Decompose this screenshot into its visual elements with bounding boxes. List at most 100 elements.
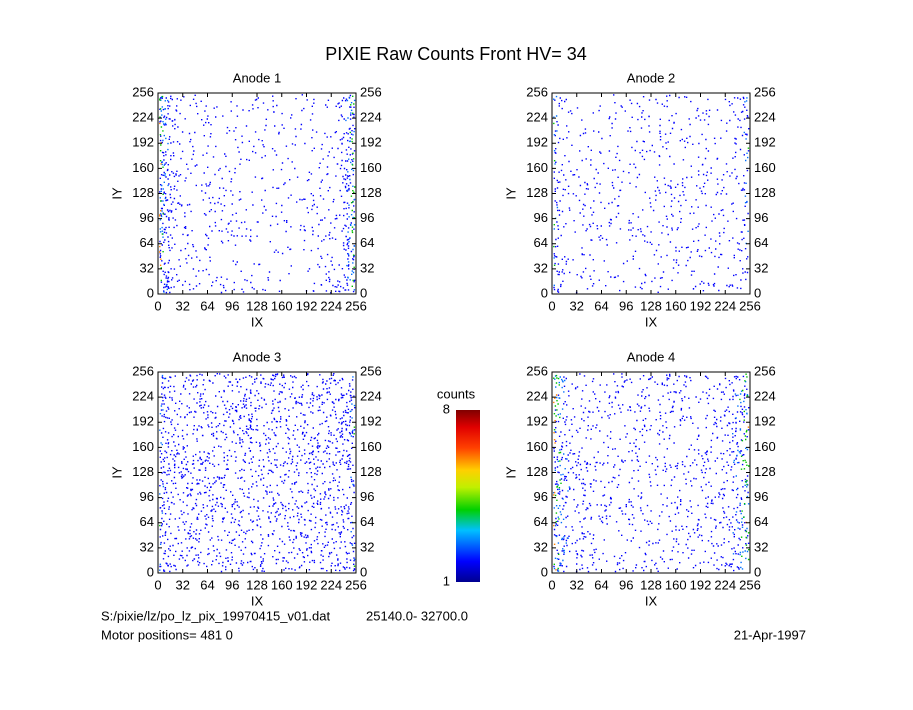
x-tick-label: 0 [154, 298, 161, 313]
x-tick-label: 64 [200, 577, 214, 592]
colorbar-tick-label: 8 [443, 401, 450, 416]
y2-tick-label: 32 [754, 539, 768, 554]
x-tick-label: 0 [154, 577, 161, 592]
y-axis-label: IY [503, 466, 518, 479]
y-tick-label: 224 [132, 389, 154, 404]
y2-tick-label: 192 [360, 414, 382, 429]
x-tick-label: 224 [714, 298, 736, 313]
pixel-texture [159, 122, 162, 266]
pixel-texture [553, 373, 750, 570]
footer-file: S:/pixie/lz/po_lz_pix_19970415_v01.dat [101, 608, 331, 623]
x-tick-label: 96 [225, 577, 239, 592]
y2-tick-label: 160 [754, 160, 776, 175]
x-tick-label: 192 [296, 577, 318, 592]
x-tick-label: 32 [570, 577, 584, 592]
y2-tick-label: 128 [360, 464, 382, 479]
y-tick-label: 160 [526, 439, 548, 454]
panel-title: Anode 3 [233, 349, 281, 364]
x-tick-label: 160 [271, 577, 293, 592]
y-tick-label: 96 [140, 210, 154, 225]
pixel-texture [159, 374, 356, 571]
y2-tick-label: 32 [360, 260, 374, 275]
y-tick-label: 32 [140, 260, 154, 275]
x-tick-label: 64 [594, 298, 608, 313]
y2-tick-label: 128 [360, 185, 382, 200]
plot-frame [157, 371, 357, 574]
y2-tick-label: 96 [360, 489, 374, 504]
plot-frame [551, 371, 751, 574]
x-tick-label: 256 [345, 577, 367, 592]
y2-tick-label: 256 [360, 363, 382, 378]
y2-tick-label: 128 [754, 464, 776, 479]
y2-tick-label: 224 [754, 389, 776, 404]
y-tick-label: 0 [147, 564, 154, 579]
colorbar-label: counts [437, 386, 476, 401]
y-axis-label: IY [109, 187, 124, 200]
x-tick-label: 224 [714, 577, 736, 592]
x-tick-label: 256 [345, 298, 367, 313]
y2-tick-label: 128 [754, 185, 776, 200]
x-tick-label: 96 [619, 577, 633, 592]
y2-tick-label: 0 [360, 285, 367, 300]
y2-tick-label: 64 [360, 235, 374, 250]
plot-frame [551, 92, 751, 295]
y-tick-label: 256 [132, 84, 154, 99]
y-tick-label: 256 [526, 363, 548, 378]
y2-tick-label: 64 [360, 514, 374, 529]
y-tick-label: 0 [541, 285, 548, 300]
y2-tick-label: 0 [754, 564, 761, 579]
x-tick-label: 224 [320, 577, 342, 592]
y2-tick-label: 224 [754, 110, 776, 125]
y2-tick-label: 256 [754, 363, 776, 378]
y-tick-label: 96 [140, 489, 154, 504]
y2-tick-label: 160 [360, 160, 382, 175]
y2-tick-label: 160 [754, 439, 776, 454]
footer-motor: Motor positions= 481 0 [101, 627, 233, 642]
y-tick-label: 224 [132, 110, 154, 125]
y2-tick-label: 64 [754, 514, 768, 529]
y2-tick-label: 224 [360, 389, 382, 404]
y-tick-label: 256 [132, 363, 154, 378]
y2-tick-label: 96 [754, 210, 768, 225]
y-tick-label: 256 [526, 84, 548, 99]
x-axis-label: IX [251, 593, 264, 608]
colorbar-tick-label: 1 [443, 573, 450, 588]
x-tick-label: 0 [548, 298, 555, 313]
pixel-texture [159, 94, 356, 294]
y2-tick-label: 256 [360, 84, 382, 99]
pixel-texture [159, 95, 356, 287]
x-tick-label: 160 [271, 298, 293, 313]
y2-tick-label: 96 [754, 489, 768, 504]
pixel-texture [159, 96, 356, 293]
y-tick-label: 0 [541, 564, 548, 579]
x-tick-label: 192 [690, 298, 712, 313]
y-tick-label: 192 [132, 135, 154, 150]
y2-tick-label: 224 [360, 110, 382, 125]
x-tick-label: 64 [594, 577, 608, 592]
y-tick-label: 192 [132, 414, 154, 429]
x-tick-label: 160 [665, 577, 687, 592]
y-tick-label: 32 [534, 260, 548, 275]
y-tick-label: 224 [526, 389, 548, 404]
x-tick-label: 32 [176, 298, 190, 313]
x-tick-label: 192 [690, 577, 712, 592]
x-tick-label: 0 [548, 577, 555, 592]
panel-title: Anode 2 [627, 70, 675, 85]
y-tick-label: 32 [140, 539, 154, 554]
y-tick-label: 192 [526, 414, 548, 429]
y-tick-label: 64 [534, 235, 548, 250]
page-title: PIXIE Raw Counts Front HV= 34 [325, 44, 587, 64]
y-tick-label: 128 [526, 185, 548, 200]
y2-tick-label: 256 [754, 84, 776, 99]
y-tick-label: 128 [526, 464, 548, 479]
y2-tick-label: 64 [754, 235, 768, 250]
pixel-texture [159, 373, 356, 573]
y-tick-label: 224 [526, 110, 548, 125]
colorbar [456, 410, 480, 582]
y-tick-label: 160 [132, 439, 154, 454]
